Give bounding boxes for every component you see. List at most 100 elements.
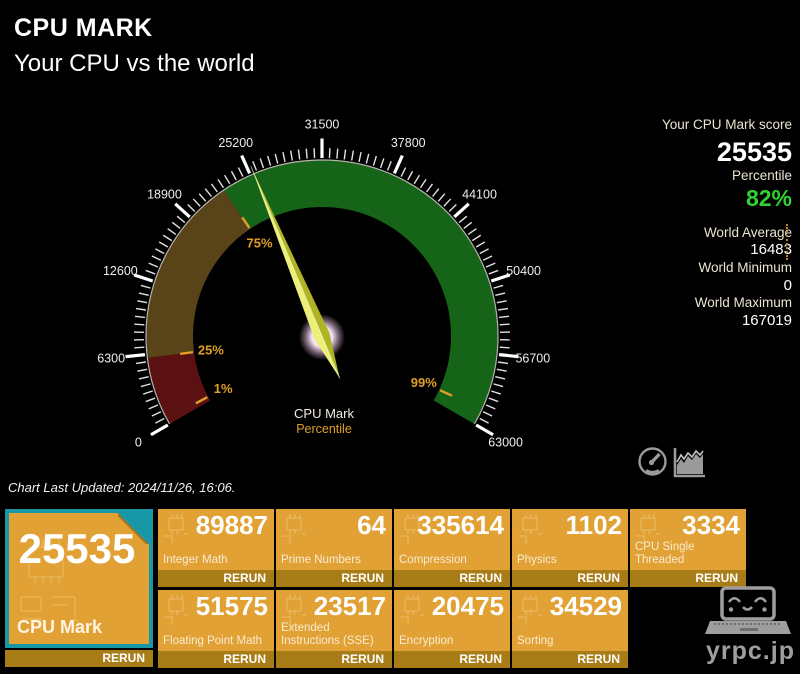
gauge-minor-tick	[192, 198, 201, 207]
result-label: Floating Point Math	[163, 635, 263, 648]
gauge-view-button[interactable]	[636, 445, 672, 479]
gauge-minor-tick	[488, 397, 499, 403]
speedometer-icon	[638, 447, 667, 476]
gauge-minor-tick	[138, 375, 149, 380]
result-label: Extended Instructions (SSE)	[281, 622, 374, 648]
result-label: Compression	[399, 554, 467, 567]
gauge-minor-tick	[386, 160, 392, 171]
rerun-button[interactable]: RERUN	[394, 570, 510, 587]
gauge-minor-tick	[463, 221, 473, 229]
gauge-minor-tick	[137, 300, 148, 304]
rerun-button[interactable]: RERUN	[276, 570, 392, 587]
rerun-button[interactable]: RERUN	[630, 570, 746, 587]
result-tile-body: 1102 Physics	[512, 509, 628, 570]
gauge-minor-tick	[407, 170, 414, 181]
gauge-minor-tick	[140, 383, 151, 388]
gauge-tick-label: 31500	[305, 118, 340, 132]
result-label: Encryption	[399, 635, 454, 648]
gauge-minor-tick	[413, 174, 420, 185]
gauge-minor-tick	[210, 183, 218, 193]
gauge-minor-tick	[142, 390, 153, 395]
gauge-minor-tick	[350, 150, 355, 161]
circuit-chip-icon	[164, 595, 188, 625]
chart-last-updated: Chart Last Updated: 2024/11/26, 16:06.	[8, 480, 236, 495]
percentile-marker	[241, 216, 251, 229]
result-tile: 3334 CPU Single Threaded RERUN	[630, 509, 746, 587]
result-tile-body: 34529 Sorting	[512, 590, 628, 651]
percentile-label: Percentile	[731, 168, 792, 183]
gauge-major-tick	[174, 202, 191, 219]
result-tile-body: 51575 Floating Point Math	[158, 590, 274, 651]
gauge-minor-tick	[467, 228, 477, 235]
gauge-minor-tick	[224, 174, 231, 185]
gauge-minor-tick	[217, 179, 225, 189]
gauge-minor-tick	[485, 262, 496, 268]
gauge-minor-tick	[336, 148, 339, 159]
gauge-minor-tick	[400, 167, 407, 177]
result-tile: 335614 Compression RERUN	[394, 509, 510, 587]
gauge-minor-tick	[230, 170, 237, 181]
gauge-minor-tick	[135, 361, 147, 365]
result-tile: 51575 Floating Point Math RERUN	[158, 590, 274, 668]
gauge-minor-tick	[493, 284, 504, 289]
gauge-tick-label: 18900	[147, 188, 182, 202]
gauge-minor-tick	[155, 417, 165, 424]
rerun-button[interactable]: RERUN	[5, 650, 153, 667]
rerun-button[interactable]: RERUN	[158, 570, 274, 587]
dotted-edge-decoration	[786, 224, 788, 260]
gauge-minor-tick	[167, 228, 177, 235]
gauge-minor-tick	[137, 368, 148, 372]
rerun-button[interactable]: RERUN	[394, 651, 510, 668]
gauge-minor-tick	[148, 262, 159, 268]
percentile-marker-label: 25%	[198, 342, 224, 357]
gauge-major-tick	[125, 353, 146, 359]
gauge-minor-tick	[204, 188, 212, 197]
circuit-pattern-icon	[20, 539, 80, 631]
area-chart-icon	[673, 448, 705, 478]
chart-view-button[interactable]	[671, 445, 707, 479]
result-value: 3334	[682, 510, 740, 540]
circuit-chip-icon	[282, 595, 306, 625]
percentile-marker-label: 75%	[247, 236, 273, 251]
result-label: Prime Numbers	[281, 554, 361, 567]
folded-corner	[118, 513, 149, 544]
cpu-mark-main-tile: 25535 CPU Mark	[5, 509, 153, 648]
gauge-minor-tick	[151, 411, 162, 417]
world-average-label: World Average	[703, 225, 792, 240]
rerun-button[interactable]: RERUN	[158, 651, 274, 668]
gauge-minor-tick	[343, 149, 347, 160]
gauge-tick-label: 50400	[506, 264, 541, 278]
result-value: 335614	[417, 510, 504, 540]
gauge-minor-tick	[259, 158, 265, 169]
rerun-button[interactable]: RERUN	[512, 570, 628, 587]
circuit-chip-icon	[636, 514, 660, 544]
gauge-minor-tick	[176, 215, 186, 224]
percentile-marker-label: 99%	[411, 375, 437, 390]
result-label: Sorting	[517, 635, 554, 648]
world-maximum-value: 167019	[741, 312, 792, 329]
circuit-chip-icon	[164, 514, 188, 544]
gauge-minor-tick	[134, 346, 145, 349]
gauge-minor-tick	[488, 269, 499, 275]
gauge-tick-label: 44100	[462, 188, 497, 202]
high-percentile-band	[224, 160, 498, 424]
circuit-chip-icon	[282, 514, 306, 544]
gauge-minor-tick	[134, 315, 146, 319]
percentile-marker-label: 1%	[214, 381, 233, 396]
gauge-minor-tick	[495, 375, 506, 380]
result-tile: 64 Prime Numbers RERUN	[276, 509, 392, 587]
gauge-tick-label: 0	[135, 436, 142, 450]
gauge-tick-label: 63000	[488, 436, 523, 450]
gauge-minor-tick	[497, 361, 509, 365]
rerun-button[interactable]: RERUN	[276, 651, 392, 668]
rerun-button[interactable]: RERUN	[512, 651, 628, 668]
gauge-minor-tick	[187, 203, 196, 212]
result-value: 20475	[431, 591, 504, 621]
laptop-face-icon	[705, 586, 791, 634]
gauge-minor-tick	[282, 151, 286, 163]
gauge-minor-tick	[482, 411, 493, 417]
gauge-minor-tick	[305, 148, 308, 159]
gauge-minor-tick	[499, 323, 510, 326]
result-label: Integer Math	[163, 554, 228, 567]
